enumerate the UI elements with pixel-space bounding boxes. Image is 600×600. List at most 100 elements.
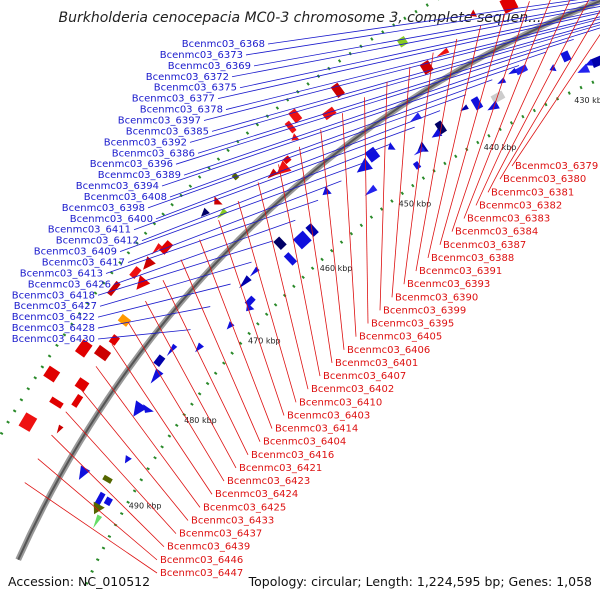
- leader-lines: [24, 0, 600, 574]
- kbp-label: 480 kbp: [184, 416, 217, 425]
- gene-label-right: Bcenmc03_6439: [167, 542, 250, 553]
- gene-label-right: Bcenmc03_6424: [215, 489, 298, 500]
- gene-label-left: Bcenmc03_6426: [28, 279, 111, 290]
- gene-label-right: Bcenmc03_6407: [323, 371, 406, 382]
- leader-line: [95, 366, 201, 508]
- gene-feature: [410, 112, 422, 122]
- leader-line: [105, 199, 319, 274]
- gene-label-left: Bcenmc03_6411: [48, 225, 131, 236]
- gene-feature: [356, 157, 373, 173]
- gene-label-right: Bcenmc03_6447: [160, 568, 243, 579]
- gene-feature: [71, 393, 84, 408]
- gene-label-right: Bcenmc03_6414: [275, 424, 358, 435]
- gene-label-right: Bcenmc03_6416: [251, 450, 334, 461]
- gene-feature: [291, 133, 300, 141]
- gene-label-left: Bcenmc03_6398: [62, 203, 145, 214]
- gene-feature: [292, 230, 312, 250]
- kbp-label: 460 kbp: [320, 264, 353, 273]
- gene-label-right: Bcenmc03_6393: [407, 279, 490, 290]
- leader-line: [128, 322, 225, 482]
- gene-feature: [102, 474, 113, 484]
- gene-feature: [276, 160, 292, 175]
- leader-line: [97, 240, 274, 296]
- gene-label-left: Bcenmc03_6418: [12, 290, 95, 301]
- gene-feature: [267, 168, 279, 179]
- leader-line: [278, 164, 321, 377]
- leader-line: [180, 259, 261, 442]
- gene-label-left: Bcenmc03_6394: [76, 181, 159, 192]
- leader-line: [65, 411, 177, 534]
- gene-label-left: Bcenmc03_6369: [168, 61, 251, 72]
- leader-line: [257, 182, 309, 390]
- gene-feature: [158, 240, 174, 255]
- gene-feature: [93, 501, 105, 515]
- gene-feature: [56, 424, 64, 434]
- leader-line: [133, 126, 415, 231]
- leader-line: [141, 143, 390, 242]
- gene-feature: [150, 368, 164, 384]
- gene-feature: [124, 455, 132, 464]
- gene-label-right: Bcenmc03_6425: [203, 502, 286, 513]
- leader-line: [51, 434, 165, 548]
- gene-feature: [249, 266, 260, 277]
- gene-label-left: Bcenmc03_6386: [112, 148, 195, 159]
- gene-feature: [499, 0, 519, 14]
- gene-feature: [288, 108, 303, 124]
- gene-feature: [239, 275, 252, 289]
- gene-label-right: Bcenmc03_6437: [179, 529, 262, 540]
- leader-line: [499, 10, 600, 180]
- gene-label-left: Bcenmc03_6375: [154, 83, 237, 94]
- leader-line: [463, 0, 551, 219]
- gene-label-left: Bcenmc03_6413: [20, 268, 103, 279]
- gene-label-right: Bcenmc03_6446: [160, 555, 243, 566]
- leader-line: [403, 52, 434, 285]
- chromosome-backbone: [15, 0, 600, 561]
- gene-label-left: Bcenmc03_6397: [118, 115, 201, 126]
- gene-label-right: Bcenmc03_6410: [299, 397, 382, 408]
- leader-line: [231, 6, 600, 78]
- gene-feature: [413, 146, 426, 156]
- gene-label-right: Bcenmc03_6381: [491, 187, 574, 198]
- leader-line: [97, 329, 191, 340]
- gene-feature: [78, 465, 91, 480]
- gene-label-right: Bcenmc03_6380: [503, 174, 586, 185]
- gene-label-left: Bcenmc03_6372: [146, 72, 229, 83]
- leader-line: [364, 97, 369, 324]
- gene-label-right: Bcenmc03_6406: [347, 345, 430, 356]
- gene-feature: [200, 207, 210, 217]
- leader-line: [298, 146, 333, 363]
- kbp-label: 470 kbp: [248, 337, 281, 346]
- kbp-label: 490 kbp: [129, 502, 162, 511]
- gene-labels: Bcenmc03_6368Bcenmc03_6373Bcenmc03_6369B…: [12, 39, 599, 579]
- gene-feature: [577, 63, 591, 73]
- leader-line: [24, 482, 158, 574]
- gene-feature: [470, 96, 484, 111]
- gene-feature: [434, 120, 447, 135]
- gene-label-right: Bcenmc03_6384: [455, 227, 538, 238]
- gene-feature: [273, 236, 287, 250]
- leader-line: [161, 65, 520, 187]
- gene-feature: [108, 334, 121, 346]
- gene-label-left: Bcenmc03_6377: [132, 94, 215, 105]
- gene-label-right: Bcenmc03_6390: [395, 292, 478, 303]
- gene-feature: [106, 280, 121, 297]
- leader-line: [415, 38, 458, 272]
- gene-label-left: Bcenmc03_6422: [12, 312, 95, 323]
- gene-feature: [143, 404, 154, 413]
- gene-feature: [217, 208, 228, 219]
- gene-feature: [330, 82, 346, 98]
- gene-label-right: Bcenmc03_6403: [287, 410, 370, 421]
- gene-label-right: Bcenmc03_6433: [191, 515, 274, 526]
- gene-label-right: Bcenmc03_6379: [515, 161, 598, 172]
- leader-line: [97, 283, 231, 318]
- gene-label-left: Bcenmc03_6373: [160, 50, 243, 61]
- gene-feature: [129, 266, 142, 279]
- leader-line: [37, 458, 158, 561]
- gene-feature: [93, 344, 112, 362]
- gene-feature: [396, 35, 409, 48]
- gene-label-left: Bcenmc03_6400: [70, 214, 153, 225]
- leader-line: [218, 219, 285, 416]
- gene-label-left: Bcenmc03_6427: [14, 301, 97, 312]
- gene-label-right: Bcenmc03_6388: [431, 253, 514, 264]
